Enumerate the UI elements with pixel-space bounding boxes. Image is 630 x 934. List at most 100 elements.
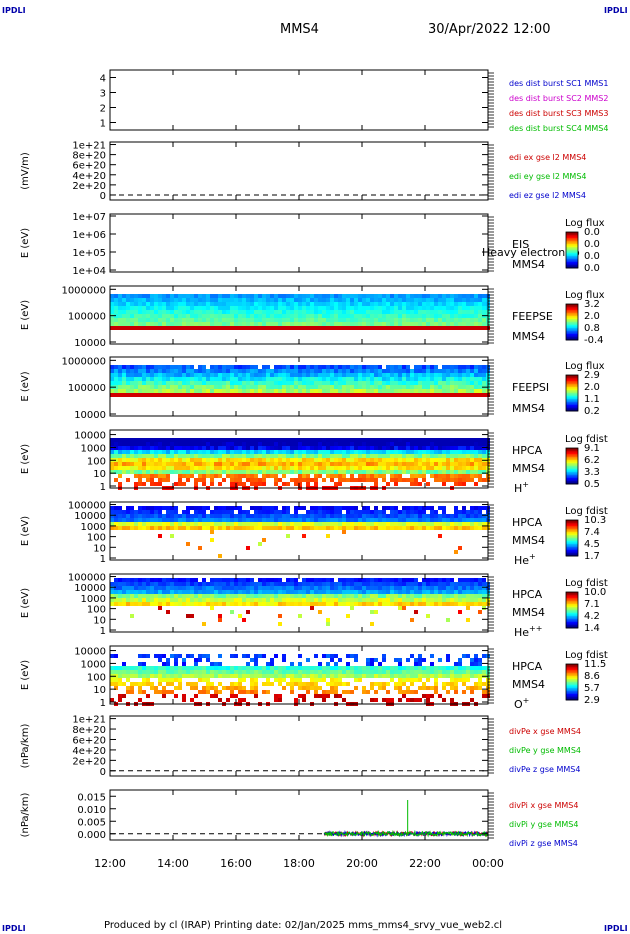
spectrogram-cell — [238, 385, 242, 389]
spectrogram-cell — [450, 369, 454, 373]
spectrogram-cell — [234, 582, 238, 586]
spectrogram-cell — [358, 474, 362, 478]
spectrogram-cell — [386, 442, 390, 446]
spectrogram-p5 — [110, 365, 490, 397]
spectrogram-cell — [122, 462, 126, 466]
spectrogram-cell — [330, 582, 334, 586]
spectrogram-cell — [166, 377, 170, 381]
spectrogram-cell — [294, 302, 298, 306]
spectrogram-cell — [174, 582, 178, 586]
spectrogram-cell — [234, 310, 238, 314]
spectrogram-cell — [202, 674, 206, 678]
spectrogram-cell — [234, 586, 238, 590]
panel-frame-p1 — [109, 69, 489, 131]
spectrogram-cell — [182, 518, 186, 522]
spectrogram-cell — [298, 654, 302, 658]
spectrogram-cell — [226, 377, 230, 381]
spectrogram-cell — [122, 522, 126, 526]
spectrogram-cell — [210, 482, 214, 486]
spectrogram-cell — [470, 306, 474, 310]
spectrogram-cell — [202, 622, 206, 626]
spectrogram-cell — [222, 393, 226, 397]
spectrogram-cell — [206, 442, 210, 446]
spectrogram-cell — [254, 385, 258, 389]
spectrogram-cell — [346, 442, 350, 446]
spectrogram-cell — [310, 586, 314, 590]
spectrogram-cell — [278, 322, 282, 326]
spectrogram-cell — [118, 369, 122, 373]
spectrogram-cell — [166, 373, 170, 377]
spectrogram-cell — [270, 462, 274, 466]
spectrogram-cell — [162, 470, 166, 474]
spectrogram-cell — [162, 586, 166, 590]
spectrogram-cell — [226, 318, 230, 322]
spectrogram-cell — [458, 458, 462, 462]
spectrogram-cell — [154, 514, 158, 518]
spectrogram-cell — [158, 510, 162, 514]
spectrogram-cell — [150, 322, 154, 326]
spectrogram-cell — [230, 454, 234, 458]
spectrogram-cell — [250, 482, 254, 486]
spectrogram-cell — [170, 322, 174, 326]
spectrogram-cell — [254, 526, 258, 530]
spectrogram-cell — [462, 594, 466, 598]
spectrogram-cell — [346, 369, 350, 373]
spectrogram-cell — [294, 578, 298, 582]
spectrogram-cell — [206, 674, 210, 678]
spectrogram-cell — [218, 514, 222, 518]
spectrogram-cell — [390, 306, 394, 310]
spectrogram-cell — [166, 674, 170, 678]
spectrogram-cell — [154, 586, 158, 590]
spectrogram-cell — [222, 518, 226, 522]
spectrogram-cell — [358, 446, 362, 450]
spectrogram-cell — [182, 674, 186, 678]
spectrogram-cell — [262, 538, 266, 542]
spectrogram-cell — [442, 326, 446, 330]
spectrogram-cell — [258, 458, 262, 462]
spectrogram-cell — [326, 302, 330, 306]
spectrogram-cell — [482, 586, 486, 590]
spectrogram-cell — [346, 393, 350, 397]
spectrogram-cell — [358, 518, 362, 522]
spectrogram-cell — [162, 446, 166, 450]
spectrogram-cell — [446, 442, 450, 446]
spectrogram-cell — [322, 310, 326, 314]
spectrogram-cell — [378, 373, 382, 377]
spectrogram-cell — [418, 393, 422, 397]
spectrogram-cell — [406, 294, 410, 298]
spectrogram-cell — [274, 450, 278, 454]
spectrogram-cell — [214, 602, 218, 606]
spectrogram-cell — [466, 298, 470, 302]
spectrogram-cell — [458, 438, 462, 442]
spectrogram-cell — [474, 365, 478, 369]
spectrogram-cell — [294, 385, 298, 389]
spectrogram-cell — [210, 373, 214, 377]
spectrogram-cell — [182, 385, 186, 389]
spectrogram-cell — [282, 302, 286, 306]
spectrogram-cell — [290, 446, 294, 450]
spectrogram-cell — [446, 310, 450, 314]
spectrogram-cell — [190, 310, 194, 314]
spectrogram-cell — [478, 326, 482, 330]
spectrogram-cell — [370, 450, 374, 454]
spectrogram-cell — [458, 602, 462, 606]
spectrogram-cell — [318, 674, 322, 678]
spectrogram-cell — [186, 470, 190, 474]
spectrogram-cell — [370, 369, 374, 373]
spectrogram-cell — [418, 470, 422, 474]
spectrogram-cell — [334, 393, 338, 397]
spectrogram-cell — [174, 310, 178, 314]
spectrogram-cell — [142, 522, 146, 526]
spectrogram-cell — [390, 389, 394, 393]
spectrogram-cell — [394, 582, 398, 586]
spectrogram-cell — [222, 666, 226, 670]
spectrogram-cell — [298, 302, 302, 306]
spectrogram-cell — [282, 442, 286, 446]
spectrogram-cell — [374, 514, 378, 518]
spectrogram-cell — [130, 318, 134, 322]
spectrogram-cell — [438, 442, 442, 446]
spectrogram-cell — [298, 474, 302, 478]
spectrogram-cell — [334, 690, 338, 694]
spectrogram-cell — [366, 590, 370, 594]
spectrogram-cell — [386, 365, 390, 369]
